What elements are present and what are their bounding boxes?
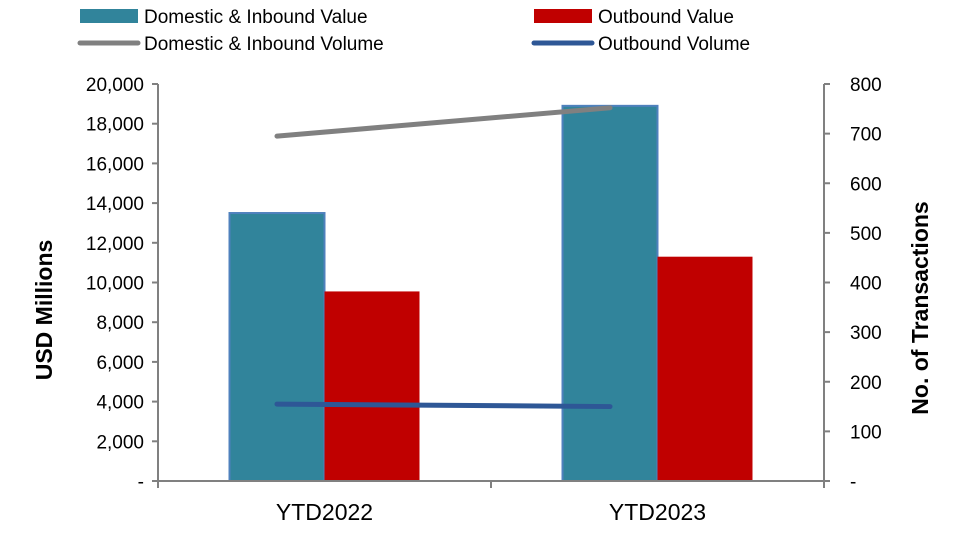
legend-swatch bbox=[80, 9, 138, 23]
legend-label: Outbound Value bbox=[598, 7, 734, 28]
y-axis-title: USD Millions bbox=[31, 240, 57, 381]
legend-label: Outbound Volume bbox=[598, 34, 750, 55]
y2-tick-label: - bbox=[850, 472, 856, 493]
legend-label: Domestic & Inbound Volume bbox=[144, 34, 384, 55]
bar-domestic-inbound-value bbox=[561, 104, 659, 483]
y2-axis-title: No. of Transactions bbox=[907, 201, 933, 414]
y2-tick-label: 300 bbox=[850, 323, 882, 344]
bar-outbound-value bbox=[324, 291, 420, 481]
y-tick-label: - bbox=[138, 472, 144, 493]
y-tick-label: 6,000 bbox=[96, 353, 144, 374]
bar-domestic-inbound-value bbox=[228, 212, 326, 482]
y2-tick-label: 500 bbox=[850, 224, 882, 245]
y-tick-label: 4,000 bbox=[96, 393, 144, 414]
bars-layer bbox=[228, 104, 753, 483]
y2-tick-label: 100 bbox=[850, 422, 882, 443]
y2-tick-label: 700 bbox=[850, 125, 882, 146]
y2-tick-label: 800 bbox=[850, 75, 882, 96]
y2-tick-label: 400 bbox=[850, 274, 882, 295]
y-tick-label: 12,000 bbox=[86, 234, 144, 255]
y-tick-label: 20,000 bbox=[86, 75, 144, 96]
y-tick-label: 2,000 bbox=[96, 432, 144, 453]
y-tick-label: 8,000 bbox=[96, 313, 144, 334]
legend-swatch bbox=[534, 9, 592, 23]
x-tick-label: YTD2023 bbox=[609, 499, 706, 525]
y-tick-label: 16,000 bbox=[86, 154, 144, 175]
y2-tick-label: 200 bbox=[850, 373, 882, 394]
axes-layer: - 2,000 4,000 6,000 8,000 10,000 12,000 14,000 1… bbox=[86, 75, 882, 525]
line-domestic-inbound-volume bbox=[274, 105, 613, 139]
legend-label: Domestic & Inbound Value bbox=[144, 7, 368, 28]
y-tick-label: 14,000 bbox=[86, 194, 144, 215]
bar-outbound-value bbox=[657, 256, 753, 481]
legend: Domestic & Inbound Value Outbound Value Do… bbox=[77, 7, 750, 55]
y2-tick-label: 600 bbox=[850, 174, 882, 195]
lines-layer bbox=[274, 105, 613, 410]
y-tick-label: 10,000 bbox=[86, 274, 144, 295]
y-tick-label: 18,000 bbox=[86, 115, 144, 136]
line-outbound-volume bbox=[274, 401, 613, 410]
x-tick-label: YTD2022 bbox=[276, 499, 373, 525]
